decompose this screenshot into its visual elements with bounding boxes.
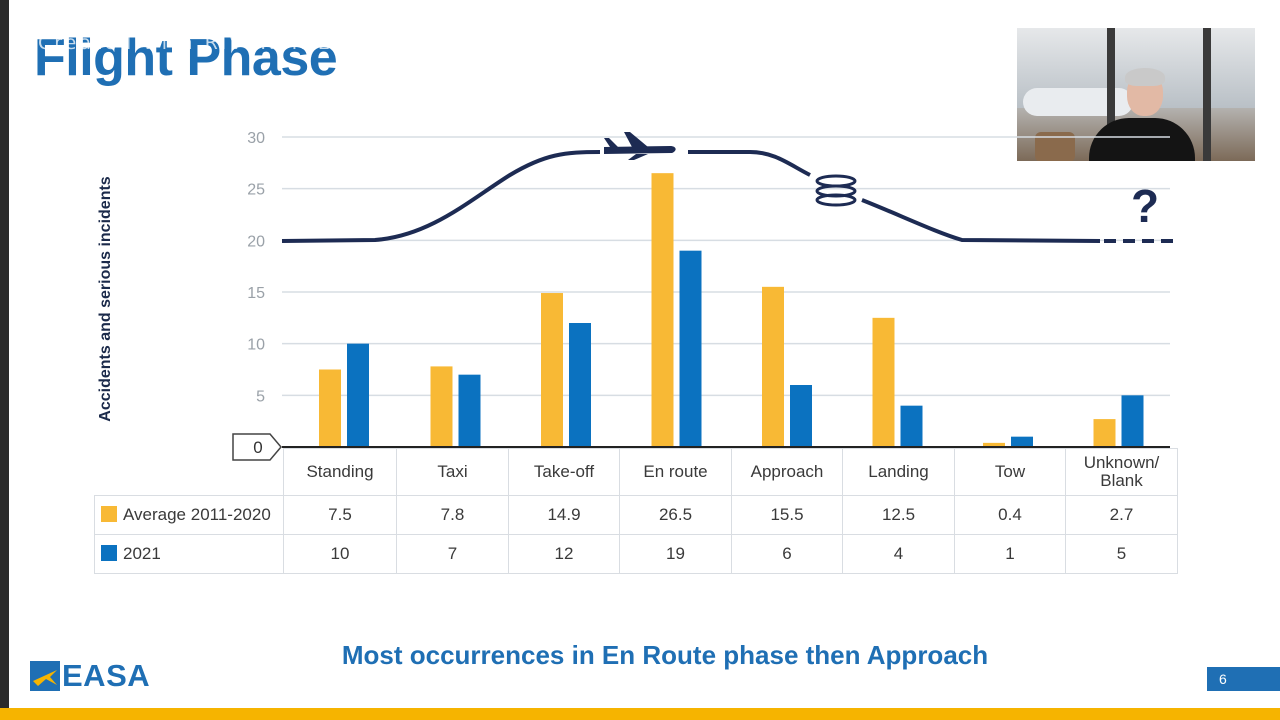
y-tick-label-zero: 0 (253, 438, 262, 457)
table-row: Average 2011-2020 7.5 7.8 14.9 26.5 15.5 12.5… (94, 495, 1178, 535)
table-value-cell: 7.5 (283, 495, 397, 535)
bar-average (430, 366, 453, 447)
airplane-icon (604, 132, 676, 160)
presenter-webcam-video (1017, 28, 1255, 161)
screen-left-edge (0, 0, 9, 720)
bar-2021 (458, 374, 481, 447)
presenter-body (1089, 118, 1195, 161)
bar-average (1093, 419, 1116, 447)
presenter-hair (1125, 68, 1165, 86)
table-category-label: Unknown/ Blank (1065, 448, 1178, 496)
table-value-cell: 12 (508, 534, 620, 574)
table-category-label: Take-off (508, 448, 620, 496)
bottom-accent-stripe (0, 708, 1280, 720)
flight-path-line (281, 150, 601, 243)
table-corner-cell (94, 448, 284, 496)
table-category-label: Standing (283, 448, 397, 496)
chart-area: Accidents and serious incidents 5 10 15 20 2… (97, 130, 1180, 461)
y-tick-labels: 5 10 15 20 25 30 (247, 130, 265, 405)
y-tick-label: 15 (247, 285, 265, 302)
easa-logo-text: EASA (62, 658, 151, 693)
table-value-cell: 19 (619, 534, 732, 574)
legend-swatch-average (101, 506, 117, 522)
holding-pattern-icon (815, 174, 857, 207)
grid-lines (282, 136, 1170, 397)
table-value-cell: 4 (842, 534, 955, 574)
table-category-row: Standing Taxi Take-off En route Approach Land… (94, 448, 1178, 496)
table-value-cell: 26.5 (619, 495, 732, 535)
table-value-cell: 14.9 (508, 495, 620, 535)
table-value-cell: 1 (954, 534, 1066, 574)
bar-2021 (900, 405, 923, 447)
table-value-cell: 5 (1065, 534, 1178, 574)
table-category-label: Approach (731, 448, 843, 496)
legend-swatch-2021 (101, 545, 117, 561)
bar-average (319, 369, 341, 447)
bar-2021 (569, 323, 591, 447)
y-tick-label: 20 (247, 233, 265, 250)
bar-2021 (790, 385, 812, 447)
easa-plane-icon (30, 661, 60, 691)
table-value-cell: 7 (396, 534, 509, 574)
slide-title: Flight Phase (34, 29, 338, 87)
table-value-cell: 0.4 (954, 495, 1066, 535)
table-value-cell: 6 (731, 534, 843, 574)
webcam-background-pillar (1107, 28, 1115, 161)
slide-key-message: Most occurrences in En Route phase then … (341, 640, 989, 670)
legend-2021: 2021 (94, 534, 284, 574)
recording-watermark: Created with RIVERSIDE (38, 32, 333, 54)
bars (319, 173, 1144, 447)
unknown-question-mark: ? (1131, 180, 1159, 232)
bar-chart: 5 10 15 20 25 30 ? 0 (232, 130, 1180, 461)
legend-label-average: Average 2011-2020 (123, 505, 271, 524)
bar-average (762, 286, 784, 447)
table-category-label: Landing (842, 448, 955, 496)
legend-label-2021: 2021 (123, 544, 161, 563)
table-category-label: Tow (954, 448, 1066, 496)
table-category-label: Taxi (396, 448, 509, 496)
table-category-label: En route (619, 448, 732, 496)
flight-path-line (688, 150, 811, 177)
bar-2021 (679, 250, 702, 447)
bar-average (541, 293, 563, 447)
bar-2021 (1011, 436, 1033, 447)
table-value-cell: 7.8 (396, 495, 509, 535)
table-value-cell: 12.5 (842, 495, 955, 535)
page-number: 6 (1207, 667, 1280, 691)
table-value-cell: 2.7 (1065, 495, 1178, 535)
easa-logo: EASA (30, 658, 151, 693)
y-tick-label: 25 (247, 182, 265, 199)
y-tick-label: 10 (247, 337, 265, 354)
webcam-background-pillar (1203, 28, 1211, 161)
bar-average (651, 173, 674, 447)
table-value-cell: 15.5 (731, 495, 843, 535)
y-tick-label: 5 (256, 388, 265, 405)
table-row: 2021 10 7 12 19 6 4 1 5 (94, 534, 1178, 574)
easa-logo-mark (30, 661, 60, 691)
bar-2021 (1121, 395, 1144, 447)
table-value-cell: 10 (283, 534, 397, 574)
flight-path-line (861, 198, 1101, 243)
bar-2021 (347, 343, 369, 447)
data-table: Standing Taxi Take-off En route Approach Land… (94, 448, 1178, 574)
bar-average (983, 442, 1005, 447)
bar-average (872, 317, 895, 447)
legend-average: Average 2011-2020 (94, 495, 284, 535)
y-tick-label: 30 (247, 130, 265, 147)
